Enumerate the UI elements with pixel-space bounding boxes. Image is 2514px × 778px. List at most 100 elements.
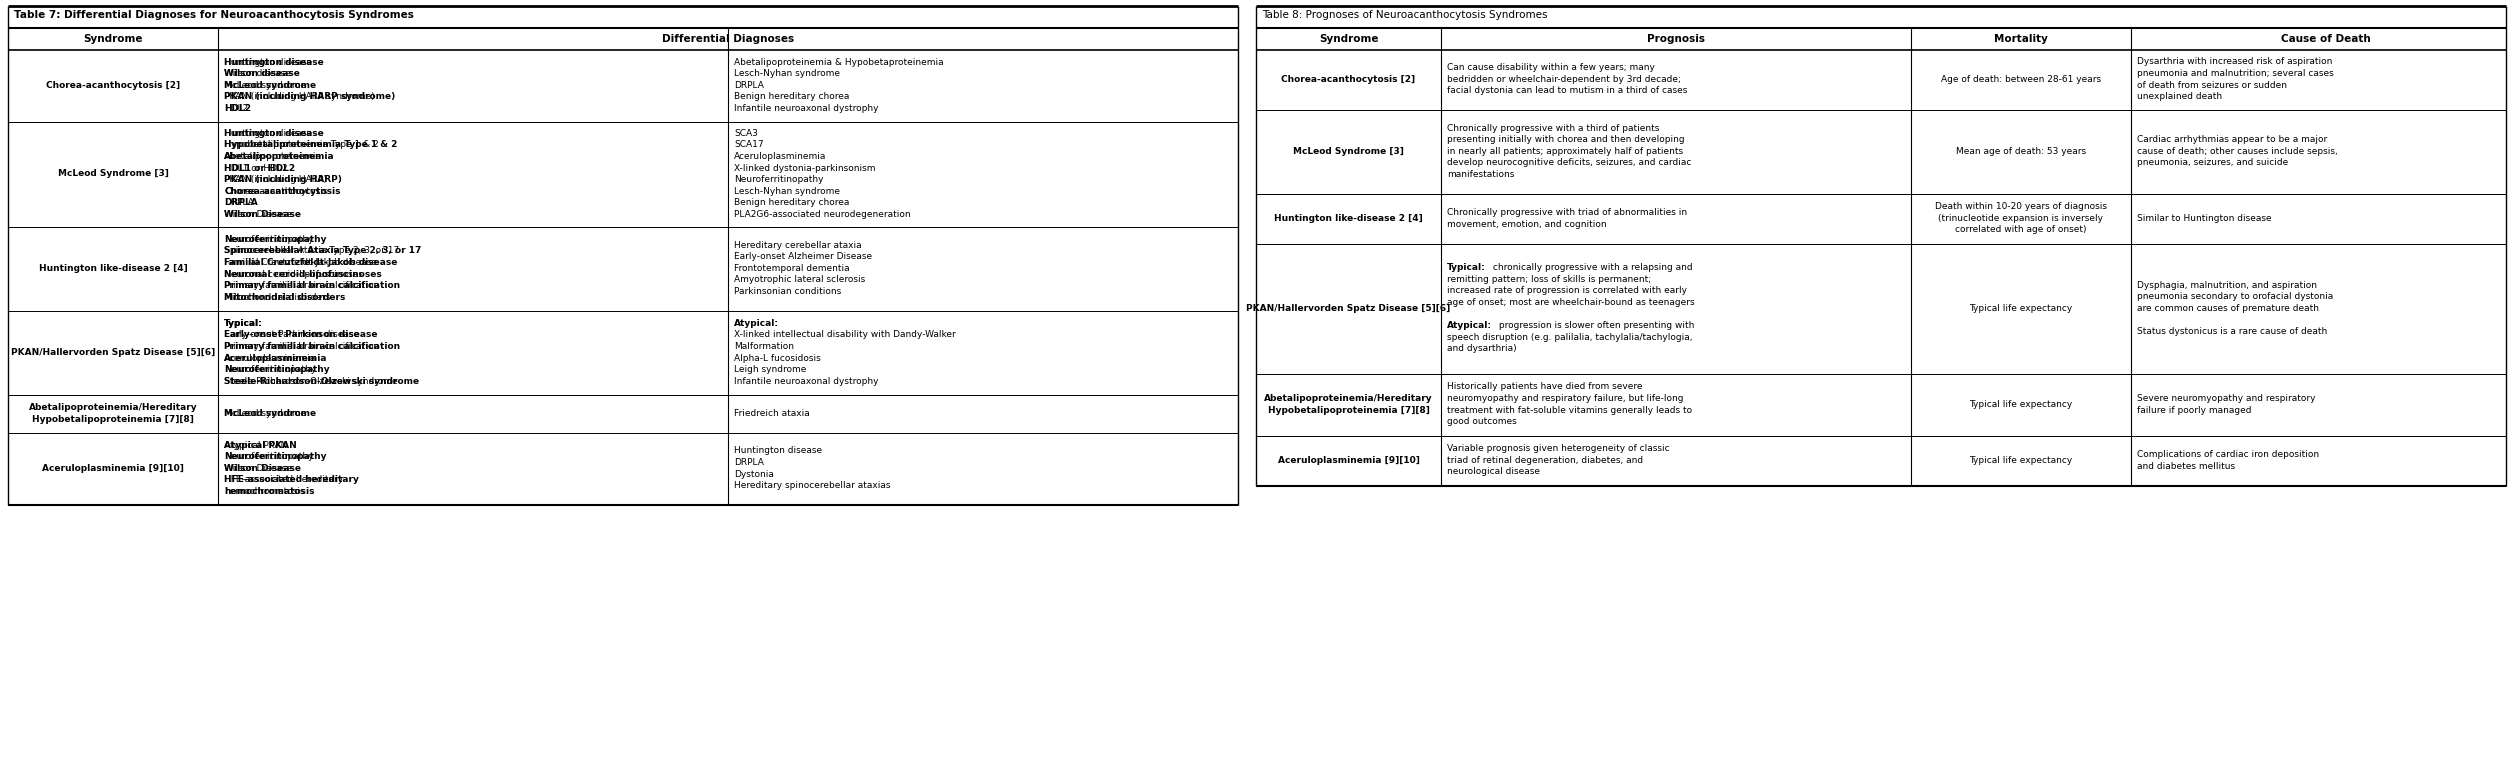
- Text: Chronically progressive with a third of patients: Chronically progressive with a third of …: [1448, 124, 1659, 133]
- Text: Typical life expectancy: Typical life expectancy: [1968, 400, 2072, 408]
- Text: Primary familial brain calcification: Primary familial brain calcification: [224, 342, 400, 351]
- Text: Neuroferritinopathy: Neuroferritinopathy: [734, 175, 825, 184]
- Text: Typical life expectancy: Typical life expectancy: [1968, 456, 2072, 464]
- Text: Hypobetaliproteinemia Type 1 & 2: Hypobetaliproteinemia Type 1 & 2: [224, 140, 380, 149]
- Text: pneumonia secondary to orofacial dystonia: pneumonia secondary to orofacial dystoni…: [2137, 293, 2333, 301]
- Text: Hypobetalipoproteinemia [7][8]: Hypobetalipoproteinemia [7][8]: [1267, 405, 1430, 415]
- Text: Steele-Richardson-Olzewski syndrome: Steele-Richardson-Olzewski syndrome: [224, 377, 397, 386]
- Text: Wilson disease: Wilson disease: [224, 69, 292, 79]
- Text: Differential Diagnoses: Differential Diagnoses: [661, 34, 794, 44]
- Text: PKAN (including HARP syndrome): PKAN (including HARP syndrome): [224, 93, 395, 101]
- Text: pneumonia, seizures, and suicide: pneumonia, seizures, and suicide: [2137, 159, 2288, 167]
- Text: DRPLA: DRPLA: [734, 458, 764, 467]
- Text: hemochromatosis: hemochromatosis: [224, 487, 314, 496]
- Text: Neuroferritinopathy: Neuroferritinopathy: [224, 452, 327, 461]
- Text: Hypobetaliproteinemia Type 1 & 2: Hypobetaliproteinemia Type 1 & 2: [224, 140, 397, 149]
- Text: Mean age of death: 53 years: Mean age of death: 53 years: [1956, 147, 2087, 156]
- Text: facial dystonia can lead to mutism in a third of cases: facial dystonia can lead to mutism in a …: [1448, 86, 1687, 96]
- Text: Early-onset Alzheimer Disease: Early-onset Alzheimer Disease: [734, 252, 872, 261]
- Text: Syndrome: Syndrome: [1320, 34, 1378, 44]
- Text: presenting initially with chorea and then developing: presenting initially with chorea and the…: [1448, 135, 1684, 144]
- Text: Huntington disease: Huntington disease: [224, 129, 324, 138]
- Text: Variable prognosis given heterogeneity of classic: Variable prognosis given heterogeneity o…: [1448, 444, 1669, 454]
- Text: SCA3: SCA3: [734, 129, 757, 138]
- Text: Chorea-acanthocytosis: Chorea-acanthocytosis: [224, 187, 327, 195]
- Text: Mortality: Mortality: [1994, 34, 2049, 44]
- Text: Death within 10-20 years of diagnosis: Death within 10-20 years of diagnosis: [1936, 202, 2107, 212]
- Text: and diabetes mellitus: and diabetes mellitus: [2137, 461, 2235, 471]
- Text: increased rate of progression is correlated with early: increased rate of progression is correla…: [1448, 286, 1687, 296]
- Text: Frontotemporal dementia: Frontotemporal dementia: [734, 264, 850, 273]
- Text: Dysphagia, malnutrition, and aspiration: Dysphagia, malnutrition, and aspiration: [2137, 281, 2318, 289]
- Text: Table 7: Differential Diagnoses for Neuroacanthocytosis Syndromes: Table 7: Differential Diagnoses for Neur…: [15, 9, 415, 19]
- Text: McLeod syndrome: McLeod syndrome: [224, 408, 317, 418]
- Text: Typical:: Typical:: [224, 319, 264, 328]
- Text: Early-onset Parkinson disease: Early-onset Parkinson disease: [224, 331, 377, 339]
- Text: good outcomes: good outcomes: [1448, 417, 1516, 426]
- Text: DRPLA: DRPLA: [734, 81, 764, 89]
- Text: Table 8: Prognoses of Neuroacanthocytosis Syndromes: Table 8: Prognoses of Neuroacanthocytosi…: [1262, 9, 1549, 19]
- Text: PKAN (including HARP): PKAN (including HARP): [224, 175, 327, 184]
- Text: PLA2G6-associated neurodegeneration: PLA2G6-associated neurodegeneration: [734, 210, 910, 219]
- Text: progression is slower often presenting with: progression is slower often presenting w…: [1496, 321, 1694, 330]
- Text: Chronically progressive with triad of abnormalities in: Chronically progressive with triad of ab…: [1448, 208, 1687, 217]
- Text: Neuronal ceroid-lipofuscinoses: Neuronal ceroid-lipofuscinoses: [224, 270, 382, 279]
- Text: Atypical PKAN: Atypical PKAN: [224, 440, 297, 450]
- Text: neurological disease: neurological disease: [1448, 468, 1541, 476]
- Text: Abetalipoproteinemia: Abetalipoproteinemia: [224, 152, 334, 161]
- Text: Abetalipoproteinemia: Abetalipoproteinemia: [224, 152, 322, 161]
- Text: PKAN (including HARP): PKAN (including HARP): [224, 175, 342, 184]
- Text: Huntington disease: Huntington disease: [734, 447, 822, 455]
- Text: Wilson Disease: Wilson Disease: [224, 464, 292, 473]
- Text: age of onset; most are wheelchair-bound as teenagers: age of onset; most are wheelchair-bound …: [1448, 298, 1694, 307]
- Text: Atypical PKAN: Atypical PKAN: [224, 440, 287, 450]
- Text: Abetalipoproteinemia/Hereditary: Abetalipoproteinemia/Hereditary: [1265, 394, 1433, 403]
- Text: Primary familial brain calcification: Primary familial brain calcification: [224, 281, 380, 290]
- Text: McLeod Syndrome [3]: McLeod Syndrome [3]: [1292, 147, 1403, 156]
- Text: manifestations: manifestations: [1448, 170, 1513, 179]
- Text: Primary familial brain calcification: Primary familial brain calcification: [224, 342, 380, 351]
- Text: Parkinsonian conditions: Parkinsonian conditions: [734, 287, 842, 296]
- Text: (trinucleotide expansion is inversely: (trinucleotide expansion is inversely: [1938, 214, 2104, 223]
- Text: Steele-Richardson-Olzewski syndrome: Steele-Richardson-Olzewski syndrome: [224, 377, 420, 386]
- Text: Aceruloplasminemia: Aceruloplasminemia: [734, 152, 827, 161]
- Text: Huntington like-disease 2 [4]: Huntington like-disease 2 [4]: [1275, 214, 1423, 223]
- Text: Leigh syndrome: Leigh syndrome: [734, 365, 807, 374]
- Text: Infantile neuroaxonal dystrophy: Infantile neuroaxonal dystrophy: [734, 104, 877, 113]
- Text: bedridden or wheelchair-dependent by 3rd decade;: bedridden or wheelchair-dependent by 3rd…: [1448, 75, 1682, 84]
- Text: Familial Creutzfeldt-Jakob disease: Familial Creutzfeldt-Jakob disease: [224, 258, 397, 267]
- Text: Wilson disease: Wilson disease: [224, 69, 299, 79]
- Text: Mitochondrial disorders: Mitochondrial disorders: [224, 293, 344, 302]
- Text: Severe neuromyopathy and respiratory: Severe neuromyopathy and respiratory: [2137, 394, 2315, 403]
- Text: Huntington disease: Huntington disease: [224, 129, 312, 138]
- Text: Spinocerebellar Ataxia Type 2, 3, or 17: Spinocerebellar Ataxia Type 2, 3, or 17: [224, 247, 400, 255]
- Text: Alpha-L fucosidosis: Alpha-L fucosidosis: [734, 353, 820, 363]
- Text: Atypical:: Atypical:: [1448, 321, 1491, 330]
- Text: PKAN (including HARP syndrome): PKAN (including HARP syndrome): [224, 93, 375, 101]
- Text: Familial Creutzfeldt-Jakob disease: Familial Creutzfeldt-Jakob disease: [224, 258, 377, 267]
- Text: Huntington disease: Huntington disease: [224, 58, 312, 67]
- Text: in nearly all patients; approximately half of patients: in nearly all patients; approximately ha…: [1448, 147, 1684, 156]
- Text: cause of death; other causes include sepsis,: cause of death; other causes include sep…: [2137, 147, 2338, 156]
- Text: Age of death: between 28-61 years: Age of death: between 28-61 years: [1941, 75, 2102, 84]
- Text: Primary familial brain calcification: Primary familial brain calcification: [224, 281, 400, 290]
- Text: McLeod syndrome: McLeod syndrome: [224, 408, 307, 418]
- Text: Benign hereditary chorea: Benign hereditary chorea: [734, 93, 850, 101]
- Text: McLeod Syndrome [3]: McLeod Syndrome [3]: [58, 170, 168, 178]
- Text: Neuroferritinopathy: Neuroferritinopathy: [224, 452, 314, 461]
- Text: DRPLA: DRPLA: [224, 198, 254, 207]
- Text: HDL2: HDL2: [224, 104, 249, 113]
- Text: PKAN/Hallervorden Spatz Disease [5][6]: PKAN/Hallervorden Spatz Disease [5][6]: [1247, 303, 1451, 313]
- Text: Historically patients have died from severe: Historically patients have died from sev…: [1448, 383, 1642, 391]
- Text: Aceruloplasminemia [9][10]: Aceruloplasminemia [9][10]: [1277, 456, 1420, 464]
- Text: Dystonia: Dystonia: [734, 470, 774, 478]
- Text: Neuroferritinopathy: Neuroferritinopathy: [224, 235, 327, 244]
- Text: HFE-associated hereditary: HFE-associated hereditary: [224, 475, 360, 485]
- Text: Hereditary cerebellar ataxia: Hereditary cerebellar ataxia: [734, 240, 862, 250]
- Text: Amyotrophic lateral sclerosis: Amyotrophic lateral sclerosis: [734, 275, 865, 284]
- Text: failure if poorly managed: failure if poorly managed: [2137, 405, 2253, 415]
- Text: pneumonia and malnutrition; several cases: pneumonia and malnutrition; several case…: [2137, 69, 2333, 78]
- Text: Neuroferritiniopathy: Neuroferritiniopathy: [224, 365, 317, 374]
- Text: Neuroferritiniopathy: Neuroferritiniopathy: [224, 365, 329, 374]
- Text: X-linked dystonia-parkinsonism: X-linked dystonia-parkinsonism: [734, 163, 875, 173]
